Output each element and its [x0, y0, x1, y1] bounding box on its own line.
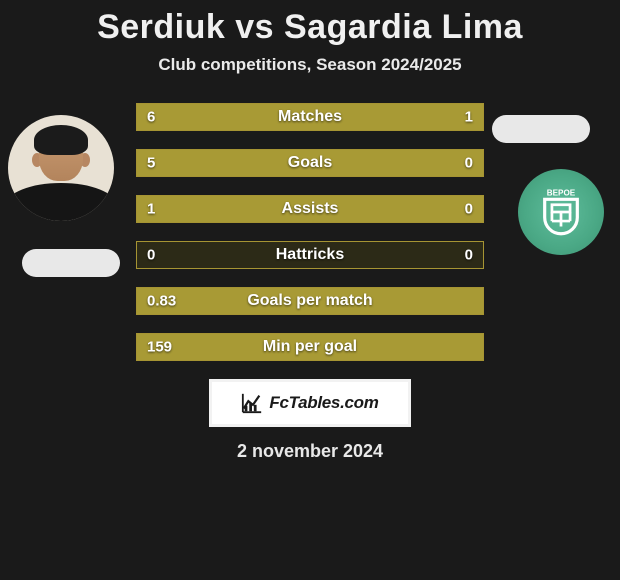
stat-label: Goals per match	[247, 292, 372, 310]
stat-label: Assists	[282, 200, 339, 218]
subtitle: Club competitions, Season 2024/2025	[0, 55, 620, 75]
branding-badge[interactable]: FcTables.com	[209, 379, 411, 427]
stat-bar: 0.83 Goals per match	[136, 287, 484, 315]
stat-bar: 0 Hattricks 0	[136, 241, 484, 269]
svg-text:ΒΕΡΟΕ: ΒΕΡΟΕ	[547, 189, 576, 198]
branding-text: FcTables.com	[269, 393, 378, 413]
stat-label: Min per goal	[263, 338, 357, 356]
stat-fill-left	[137, 104, 403, 130]
player-left-avatar	[8, 115, 114, 221]
chart-icon	[241, 392, 263, 414]
comparison-card: Serdiuk vs Sagardia Lima Club competitio…	[0, 0, 620, 462]
stat-bars: 6 Matches 1 5 Goals 0 1 Assists 0 0 Hattricks 0 0.83…	[136, 103, 484, 361]
stat-value-right: 0	[465, 247, 473, 264]
stat-value-left: 6	[147, 109, 155, 126]
stat-value-left: 5	[147, 155, 155, 172]
stat-bar: 6 Matches 1	[136, 103, 484, 131]
stat-value-left: 1	[147, 201, 155, 218]
stat-label: Matches	[278, 108, 342, 126]
stat-value-left: 0	[147, 247, 155, 264]
player-right-club-badge: ΒΕΡΟΕ	[518, 169, 604, 255]
stat-bar: 5 Goals 0	[136, 149, 484, 177]
stat-value-left: 159	[147, 339, 172, 356]
stat-value-right: 1	[465, 109, 473, 126]
page-title: Serdiuk vs Sagardia Lima	[0, 8, 620, 47]
date-label: 2 november 2024	[0, 441, 620, 462]
player-left-club-pill	[22, 249, 120, 277]
content-area: ΒΕΡΟΕ 6 Matches 1 5 Goals 0 1 Assists 0 0 Hattrick…	[0, 103, 620, 462]
shield-icon: ΒΕΡΟΕ	[532, 183, 590, 241]
stat-value-left: 0.83	[147, 293, 176, 310]
stat-value-right: 0	[465, 201, 473, 218]
stat-value-right: 0	[465, 155, 473, 172]
stat-bar: 1 Assists 0	[136, 195, 484, 223]
player-right-club-pill	[492, 115, 590, 143]
stat-bar: 159 Min per goal	[136, 333, 484, 361]
stat-label: Hattricks	[276, 246, 344, 264]
stat-label: Goals	[288, 154, 332, 172]
